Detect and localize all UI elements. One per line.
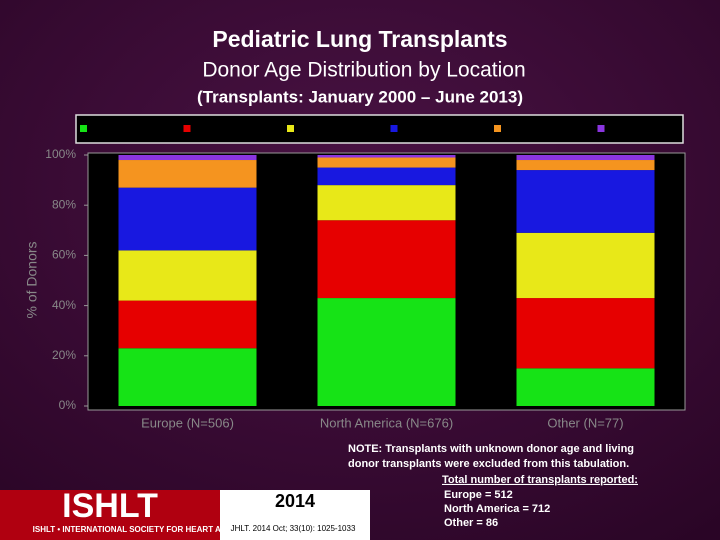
y-tick-label: 60% — [52, 248, 76, 262]
bar-segment — [317, 155, 456, 158]
y-tick-label: 20% — [52, 348, 76, 362]
bar-segment — [516, 232, 655, 299]
chart-title: Pediatric Lung Transplants — [212, 26, 507, 52]
y-tick-label: 80% — [52, 197, 76, 211]
logo-name: ISHLT — [62, 487, 158, 525]
bar-segment — [516, 170, 655, 233]
bar-segment — [118, 155, 257, 161]
note-line: Other = 86 — [444, 517, 498, 529]
bar-segment — [118, 187, 257, 251]
logo-year: 2014 — [275, 491, 315, 511]
bar-segment — [317, 167, 456, 186]
journal-block — [220, 490, 370, 540]
legend-swatch — [80, 125, 87, 132]
note-line: Europe = 512 — [444, 489, 513, 501]
logo-society: ISHLT • INTERNATIONAL SOCIETY FOR HEART … — [33, 525, 338, 534]
bar-segment — [516, 368, 655, 406]
chart-period: (Transplants: January 2000 – June 2013) — [197, 87, 523, 106]
bar-segment — [118, 348, 257, 406]
bar-segment — [516, 298, 655, 369]
legend-swatch — [597, 125, 605, 132]
y-tick-label: 0% — [59, 398, 77, 412]
note-line: Total number of transplants reported: — [442, 474, 638, 486]
x-tick-label: Other (N=77) — [547, 415, 623, 430]
legend-swatch — [287, 125, 294, 132]
bar-segment — [516, 160, 655, 171]
note-line: donor transplants were excluded from thi… — [348, 458, 629, 470]
citation: JHLT. 2014 Oct; 33(10): 1025-1033 — [231, 524, 356, 533]
bar-segment — [118, 300, 257, 349]
x-tick-label: North America (N=676) — [320, 415, 453, 430]
bar-segment — [118, 250, 257, 301]
bar-segment — [118, 160, 257, 188]
legend-swatch — [390, 125, 398, 132]
bar-segment — [317, 298, 456, 406]
x-tick-label: Europe (N=506) — [141, 415, 234, 430]
bar-segment — [516, 155, 655, 161]
note-line: NOTE: Transplants with unknown donor age… — [348, 443, 634, 455]
note-line: North America = 712 — [444, 503, 550, 515]
legend — [75, 114, 684, 144]
legend-swatch — [494, 125, 501, 132]
legend-swatch — [183, 125, 191, 132]
y-tick-label: 100% — [45, 147, 76, 161]
y-axis-label: % of Donors — [24, 241, 40, 318]
y-tick-label: 40% — [52, 298, 76, 312]
logo-block — [0, 490, 220, 540]
bar-segment — [317, 157, 456, 168]
bar-segment — [317, 220, 456, 299]
chart-subtitle: Donor Age Distribution by Location — [202, 59, 525, 82]
bar-segment — [317, 185, 456, 221]
